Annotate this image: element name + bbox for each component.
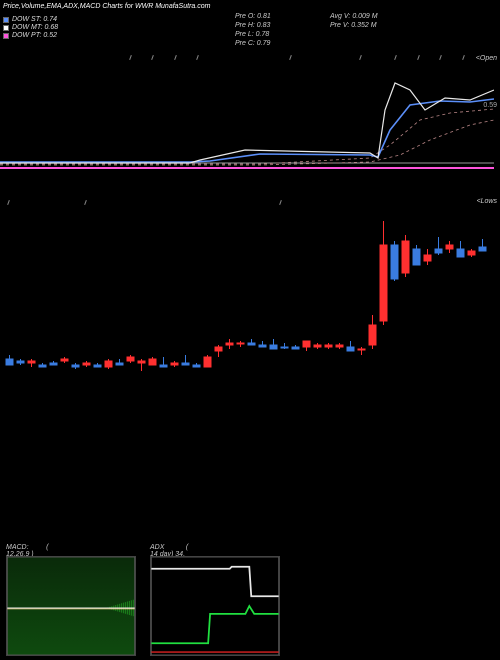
adx-title: ADX	[150, 544, 164, 551]
ohlc-stats: Pre O: 0.81Pre H: 0.83Pre L: 0.78Pre C: …	[235, 12, 271, 48]
last-price-label: 0.59	[483, 102, 497, 109]
candlestick-chart	[0, 215, 494, 375]
open-side-label: <Open	[476, 55, 497, 62]
volume-stats: Avg V: 0.009 MPre V: 0.352 M	[330, 12, 378, 30]
legend: DOW ST: 0.74DOW MT: 0.68DOW PT: 0.52	[3, 16, 58, 40]
macd-title: MACD:	[6, 544, 29, 551]
adx-chart	[150, 556, 280, 656]
page-title: Price,Volume,EMA,ADX,MACD Charts for WWR…	[3, 3, 210, 10]
ema-chart	[0, 65, 494, 190]
macd-chart	[6, 556, 136, 656]
lows-side-label: <Lows	[477, 198, 497, 205]
